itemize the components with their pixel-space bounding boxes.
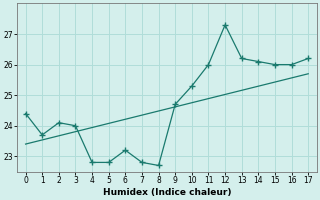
X-axis label: Humidex (Indice chaleur): Humidex (Indice chaleur) — [103, 188, 231, 197]
